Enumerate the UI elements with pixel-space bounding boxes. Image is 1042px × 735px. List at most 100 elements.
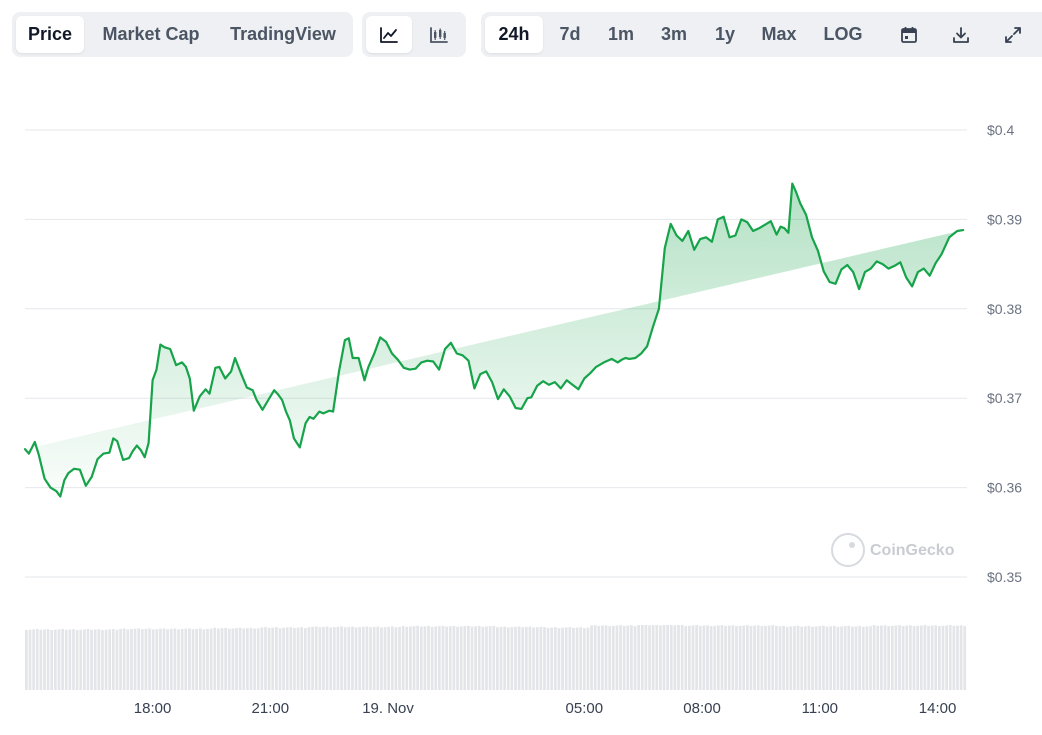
tab-market-cap[interactable]: Market Cap	[102, 24, 200, 44]
volume-bar	[322, 626, 325, 690]
volume-bar	[111, 629, 115, 690]
x-tick-label: 19. Nov	[362, 700, 414, 717]
volume-bar	[579, 627, 583, 690]
volume-bar	[224, 627, 227, 690]
volume-bar	[173, 628, 177, 690]
volume-bar	[289, 627, 293, 690]
volume-bar	[115, 629, 119, 690]
y-tick-label: $0.35	[987, 569, 1022, 585]
volume-bar	[789, 626, 793, 690]
volume-bar	[434, 626, 438, 690]
candlestick-chart-button[interactable]	[416, 16, 462, 53]
volume-bar	[238, 627, 242, 690]
volume-bar	[550, 627, 554, 690]
volume-bar	[419, 626, 423, 690]
volume-bar	[282, 627, 285, 690]
volume-bar	[53, 629, 57, 690]
volume-bar	[720, 625, 724, 690]
volume-bar	[796, 625, 800, 690]
volume-bar	[260, 627, 264, 690]
coingecko-watermark: CoinGecko	[831, 533, 955, 567]
volume-bar	[622, 625, 626, 690]
volume-bar	[865, 626, 869, 690]
volume-bar	[217, 628, 220, 690]
range-24h[interactable]: 24h	[485, 16, 543, 53]
volume-bar	[467, 625, 470, 690]
volume-bar	[401, 625, 405, 690]
range-1m[interactable]: 1m	[607, 24, 634, 44]
line-chart-button[interactable]	[366, 16, 412, 53]
volume-bar	[470, 626, 474, 690]
volume-bar	[760, 626, 764, 690]
volume-bar	[332, 627, 336, 690]
volume-bar	[104, 629, 108, 690]
download-button[interactable]	[937, 16, 985, 53]
volume-bar	[477, 625, 481, 690]
volume-bar	[851, 626, 854, 690]
volume-bar	[963, 626, 967, 690]
volume-bar	[380, 627, 383, 690]
grid-lines	[25, 129, 967, 578]
volume-bar	[956, 625, 959, 690]
volume-bar	[702, 625, 706, 690]
volume-bar	[691, 625, 695, 690]
time-range-tabs: 24h 7d 1m 3m 1y Max LOG	[481, 12, 1042, 57]
volume-bar	[532, 627, 535, 690]
volume-bar	[869, 626, 872, 690]
volume-bar	[872, 625, 876, 690]
volume-bar	[32, 629, 35, 690]
volume-bar	[198, 628, 202, 690]
volume-bars	[25, 625, 967, 690]
range-max[interactable]: Max	[761, 24, 797, 44]
volume-bar	[749, 625, 753, 690]
range-7d[interactable]: 7d	[559, 24, 581, 44]
volume-bar	[666, 625, 669, 690]
volume-bar	[82, 629, 86, 690]
volume-bar	[441, 625, 445, 690]
volume-bar	[677, 625, 680, 690]
volume-bar	[202, 629, 206, 690]
volume-bar	[220, 628, 224, 690]
volume-bar	[785, 626, 789, 690]
volume-bar	[343, 627, 347, 690]
volume-bar	[590, 625, 593, 690]
volume-bar	[148, 628, 151, 690]
volume-bar	[934, 625, 938, 690]
volume-bar	[354, 627, 358, 690]
volume-bar	[140, 629, 144, 690]
x-tick-label: 05:00	[566, 700, 604, 717]
volume-bar	[543, 627, 546, 690]
tab-price[interactable]: Price	[16, 16, 84, 53]
volume-bar	[778, 626, 782, 690]
volume-bar	[25, 630, 28, 690]
log-scale-toggle[interactable]: LOG	[823, 24, 863, 44]
volume-bar	[159, 628, 162, 690]
volume-bar	[256, 628, 260, 690]
volume-bar	[177, 629, 180, 690]
volume-bar	[919, 625, 923, 690]
expand-button[interactable]	[989, 16, 1037, 53]
calendar-icon	[901, 26, 917, 43]
volume-bar	[517, 626, 521, 690]
volume-bar	[314, 626, 318, 690]
y-tick-label: $0.38	[987, 301, 1022, 317]
volume-bar	[767, 625, 771, 690]
volume-bar	[61, 629, 64, 690]
range-3m[interactable]: 3m	[660, 24, 687, 44]
volume-bar	[709, 626, 713, 690]
volume-bar	[311, 626, 314, 690]
volume-bar	[593, 625, 597, 690]
volume-bar	[724, 625, 727, 690]
volume-bar	[764, 625, 767, 690]
tab-tradingview[interactable]: TradingView	[230, 24, 336, 44]
volume-bar	[561, 627, 564, 690]
volume-bar	[35, 629, 39, 690]
calendar-button[interactable]	[885, 16, 933, 53]
range-1y[interactable]: 1y	[714, 24, 736, 44]
volume-bar	[285, 627, 289, 690]
x-tick-label: 14:00	[919, 700, 957, 717]
volume-bar	[329, 627, 333, 690]
volume-bar	[387, 626, 391, 690]
chart-type-tabs: Price Market Cap TradingView	[12, 12, 353, 57]
